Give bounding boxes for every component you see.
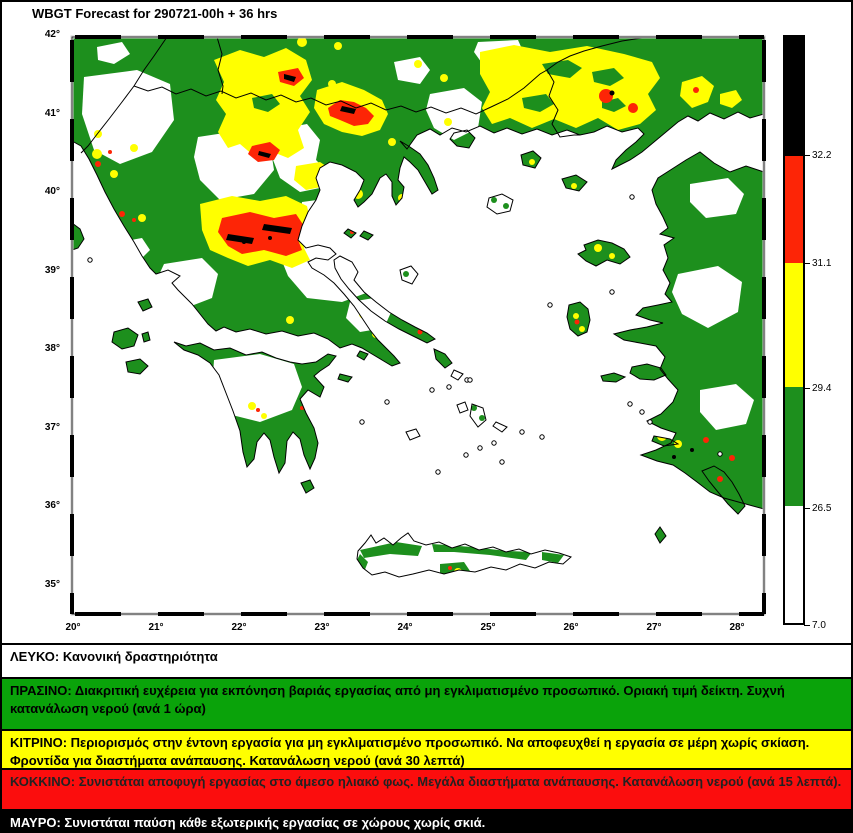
skyros: [400, 266, 418, 284]
land-areas: [72, 37, 764, 577]
ithaca: [142, 332, 150, 342]
anatolia-turkey: [614, 152, 764, 509]
kefalonia: [112, 328, 138, 349]
x-tick-label: 27°: [646, 622, 662, 633]
thasos: [449, 129, 476, 149]
paros: [456, 401, 469, 414]
euboea: [333, 255, 436, 344]
zakynthos: [126, 359, 148, 374]
x-tick-label: 20°: [65, 622, 81, 633]
y-tick-label: 38°: [44, 343, 60, 355]
page-title: WBGT Forecast for 290721-00h + 36 hrs: [32, 6, 278, 21]
x-tick-label: 25°: [480, 622, 496, 633]
colorbar-tick-label: 31.1: [812, 258, 832, 269]
naxos: [469, 403, 487, 428]
andros: [434, 349, 452, 368]
colorbar-segment-yellow: [785, 263, 803, 387]
x-tick-label: 24°: [397, 622, 413, 633]
skyros: [399, 265, 419, 285]
colorbar-tick-label: 32.2: [812, 150, 832, 161]
lesbos: [577, 239, 631, 267]
samothrace: [520, 150, 542, 169]
tinos: [450, 369, 464, 381]
colorbar-segment-black: [785, 37, 803, 156]
kos: [651, 435, 680, 447]
colorbar-segment-green: [785, 387, 803, 506]
gokceada: [562, 175, 587, 191]
amorgos: [492, 421, 508, 433]
mainland-greece-balkans: [71, 36, 765, 367]
y-tick-label: 40°: [44, 186, 60, 198]
colorbar-tick-label: 26.5: [812, 503, 832, 514]
y-tick-label: 35°: [44, 578, 60, 590]
rhodes: [701, 465, 746, 515]
crete: [356, 532, 572, 578]
ikaria: [600, 372, 627, 383]
samos: [629, 363, 667, 381]
y-tick-label: 37°: [44, 421, 60, 433]
x-tick-label: 21°: [148, 622, 164, 633]
legend-row-white: ΛΕΥΚΟ: Κανονική δραστηριότητα: [2, 643, 851, 677]
colorbar-segment-white: [785, 506, 803, 622]
skopelos: [359, 230, 374, 241]
y-tick-label: 42°: [44, 29, 60, 40]
amorgos: [493, 422, 507, 432]
chios: [566, 301, 591, 337]
lemnos: [486, 193, 514, 215]
colorbar-segment-red: [785, 156, 803, 263]
samos: [630, 364, 666, 380]
coastlines: [71, 36, 765, 578]
colorbar-tick-label: 29.4: [812, 383, 832, 394]
milos: [405, 428, 421, 441]
map-frame: [70, 35, 766, 616]
kythira: [300, 479, 315, 494]
karpathos: [655, 527, 666, 543]
zakynthos: [125, 358, 149, 375]
legend-row-green: ΠΡΑΣΙΝΟ: Διακριτική ευχέρεια για εκπόνησ…: [2, 677, 851, 729]
x-tick-label: 28°: [729, 622, 745, 633]
karpathos: [654, 526, 667, 544]
kefalonia: [111, 327, 139, 350]
hydra: [337, 373, 353, 383]
gokceada: [561, 174, 588, 192]
y-tick-label: 41°: [44, 107, 60, 119]
lefkada: [137, 298, 153, 312]
x-tick-label: 22°: [231, 622, 247, 633]
colorbar-tick-label: 7.0: [812, 620, 826, 631]
x-tick-label: 26°: [563, 622, 579, 633]
wbgt-colorbar: [783, 35, 805, 625]
legend-row-yellow: ΚΙΤΡΙΝΟ: Περιορισμός στην έντονη εργασία…: [2, 729, 851, 768]
skiathos: [343, 228, 357, 239]
anatolia-turkey: [612, 151, 765, 510]
legend-row-black: ΜΑΥΡΟ: Συνιστάται παύση κάθε εξωτερικής …: [2, 809, 851, 831]
paros: [457, 402, 468, 413]
y-tick-label: 39°: [44, 264, 60, 276]
crete: [357, 533, 571, 577]
peloponnese: [173, 341, 337, 475]
aegina: [356, 350, 369, 361]
y-tick-label: 36°: [44, 500, 60, 512]
rhodes: [702, 466, 745, 514]
lesbos: [578, 240, 630, 266]
legend-row-red: ΚΟΚΚΙΝΟ: Συνιστάται αποφυγή εργασίας στο…: [2, 768, 851, 809]
andros: [433, 348, 453, 369]
ithaca: [141, 331, 151, 343]
small-islands: [87, 194, 723, 475]
x-tick-label: 23°: [314, 622, 330, 633]
